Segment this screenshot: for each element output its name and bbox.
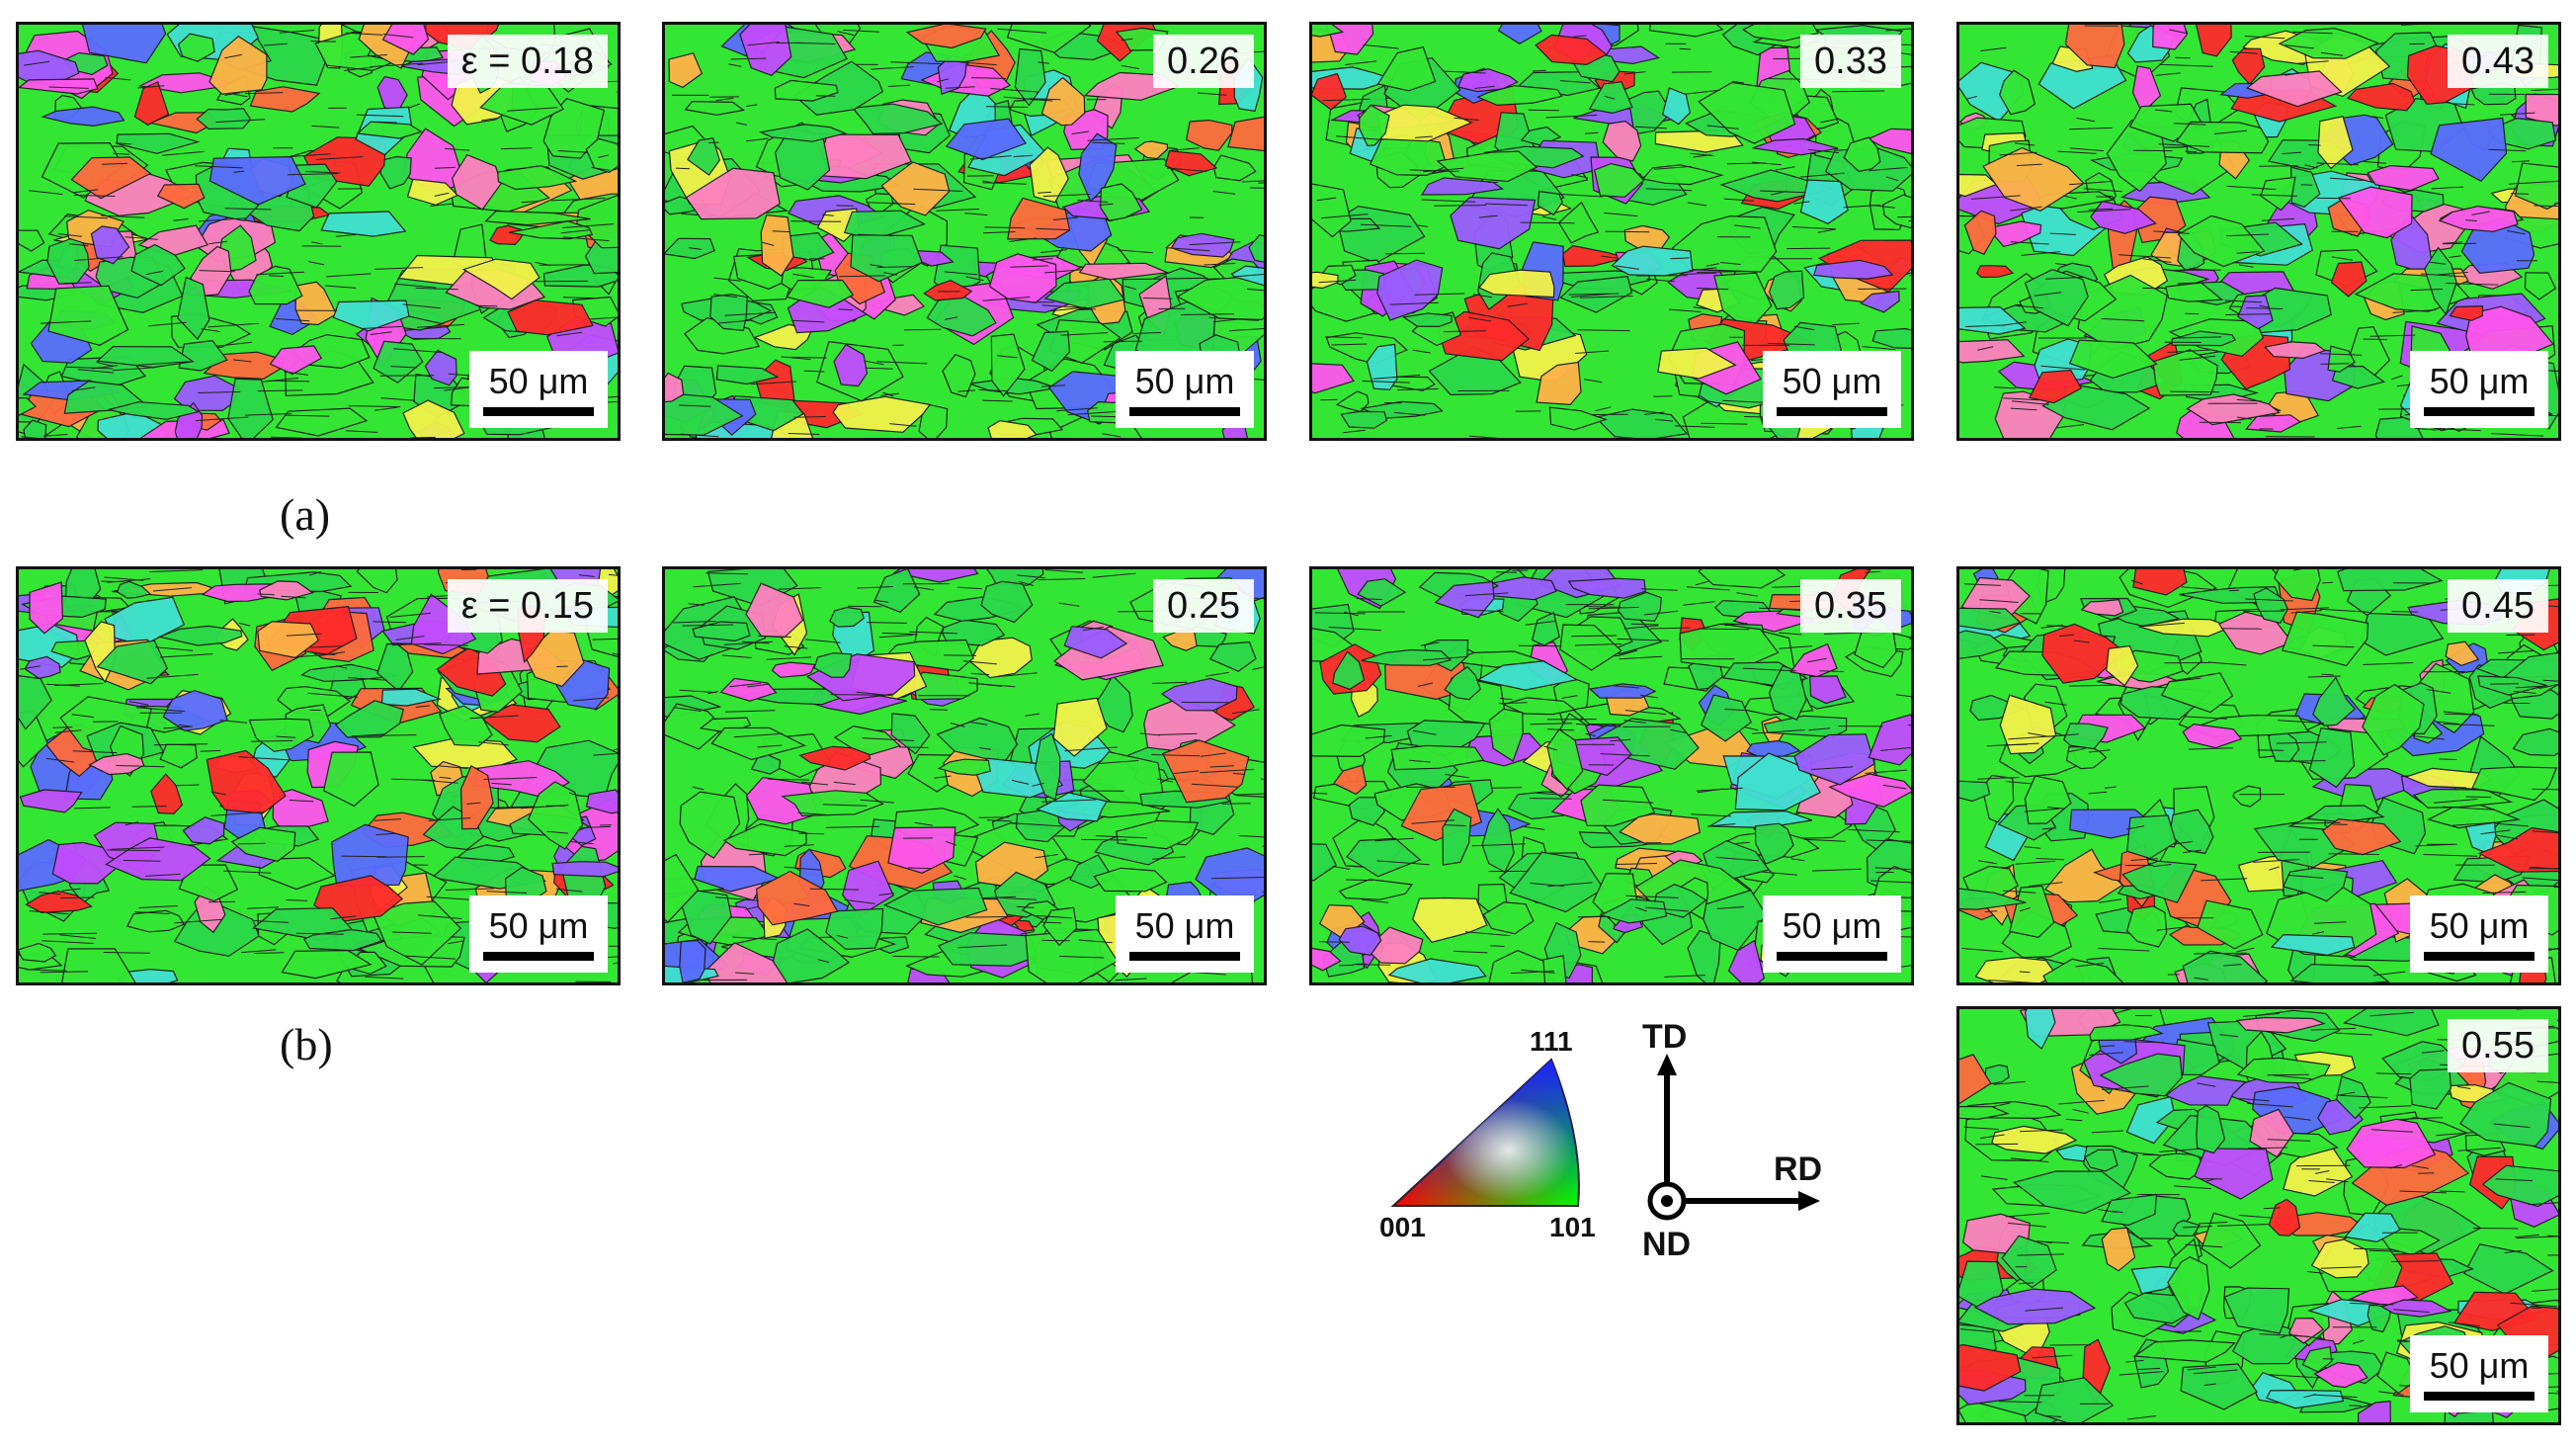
scale-bar: 50 μm (2410, 1335, 2548, 1412)
row-label-b: (b) (280, 1019, 333, 1069)
ebsd-map-b3: 0.35 50 μm (1309, 566, 1914, 985)
scale-bar: 50 μm (2410, 351, 2548, 428)
scale-bar-line (1129, 951, 1240, 961)
scale-bar-label: 50 μm (488, 904, 589, 946)
ebsd-map-b1: ε = 0.15 50 μm (16, 566, 621, 985)
scale-bar-line (2424, 951, 2534, 961)
scale-bar-line (1777, 951, 1887, 961)
ebsd-map-a4: 0.43 50 μm (1956, 22, 2561, 441)
strain-label: 0.43 (2448, 35, 2548, 88)
ebsd-map-a3: 0.33 50 μm (1309, 22, 1914, 441)
orientation-map (665, 25, 1264, 438)
ipf-label-001: 001 (1379, 1212, 1426, 1242)
scale-bar-label: 50 μm (1134, 360, 1235, 401)
orientation-map (19, 25, 618, 438)
scale-bar-label: 50 μm (1782, 904, 1882, 946)
strain-label: 0.35 (1800, 579, 1901, 633)
sample-axes-icon (1647, 1054, 1820, 1221)
ebsd-map-a2: 0.26 50 μm (662, 22, 1267, 441)
strain-label: 0.55 (2448, 1019, 2548, 1072)
axis-label-nd: ND (1642, 1226, 1692, 1263)
strain-label: 0.26 (1153, 35, 1254, 88)
scale-bar-line (483, 951, 594, 961)
scale-bar: 50 μm (1763, 351, 1901, 428)
scale-bar-line (483, 406, 594, 416)
strain-label: 0.33 (1800, 35, 1901, 88)
scale-bar: 50 μm (1763, 895, 1901, 973)
strain-label: 0.25 (1153, 579, 1254, 633)
orientation-map (1959, 569, 2558, 982)
scale-bar-line (2424, 1391, 2534, 1401)
scale-bar-label: 50 μm (488, 360, 589, 401)
ebsd-map-a1: ε = 0.18 50 μm (16, 22, 621, 441)
scale-bar-label: 50 μm (1134, 904, 1235, 946)
ebsd-map-b5: 0.55 50 μm (1956, 1006, 2561, 1425)
ipf-label-111: 111 (1530, 1026, 1573, 1057)
scale-bar-line (1129, 406, 1240, 416)
orientation-map (19, 569, 618, 982)
scale-bar-label: 50 μm (2429, 1344, 2530, 1386)
strain-label: ε = 0.15 (447, 579, 608, 633)
strain-label: ε = 0.18 (447, 35, 608, 88)
scale-bar: 50 μm (469, 895, 608, 973)
scale-bar-label: 50 μm (2429, 360, 2530, 401)
orientation-map (1312, 569, 1911, 982)
ebsd-map-b2: 0.25 50 μm (662, 566, 1267, 985)
row-label-a: (a) (280, 489, 331, 540)
axis-label-td: TD (1642, 1018, 1688, 1056)
scale-bar: 50 μm (1116, 895, 1254, 973)
scale-bar: 50 μm (1116, 351, 1254, 428)
scale-bar-label: 50 μm (2429, 904, 2530, 946)
scale-bar-line (2424, 406, 2534, 416)
ebsd-map-b4: 0.45 50 μm (1956, 566, 2561, 985)
scale-bar-label: 50 μm (1782, 360, 1882, 401)
scale-bar: 50 μm (469, 351, 608, 428)
ipf-triangle-legend (1390, 1058, 1580, 1207)
scale-bar: 50 μm (2410, 895, 2548, 973)
axis-label-rd: RD (1774, 1151, 1823, 1188)
ipf-label-101: 101 (1549, 1212, 1596, 1242)
strain-label: 0.45 (2448, 579, 2548, 633)
scale-bar-line (1777, 406, 1887, 416)
